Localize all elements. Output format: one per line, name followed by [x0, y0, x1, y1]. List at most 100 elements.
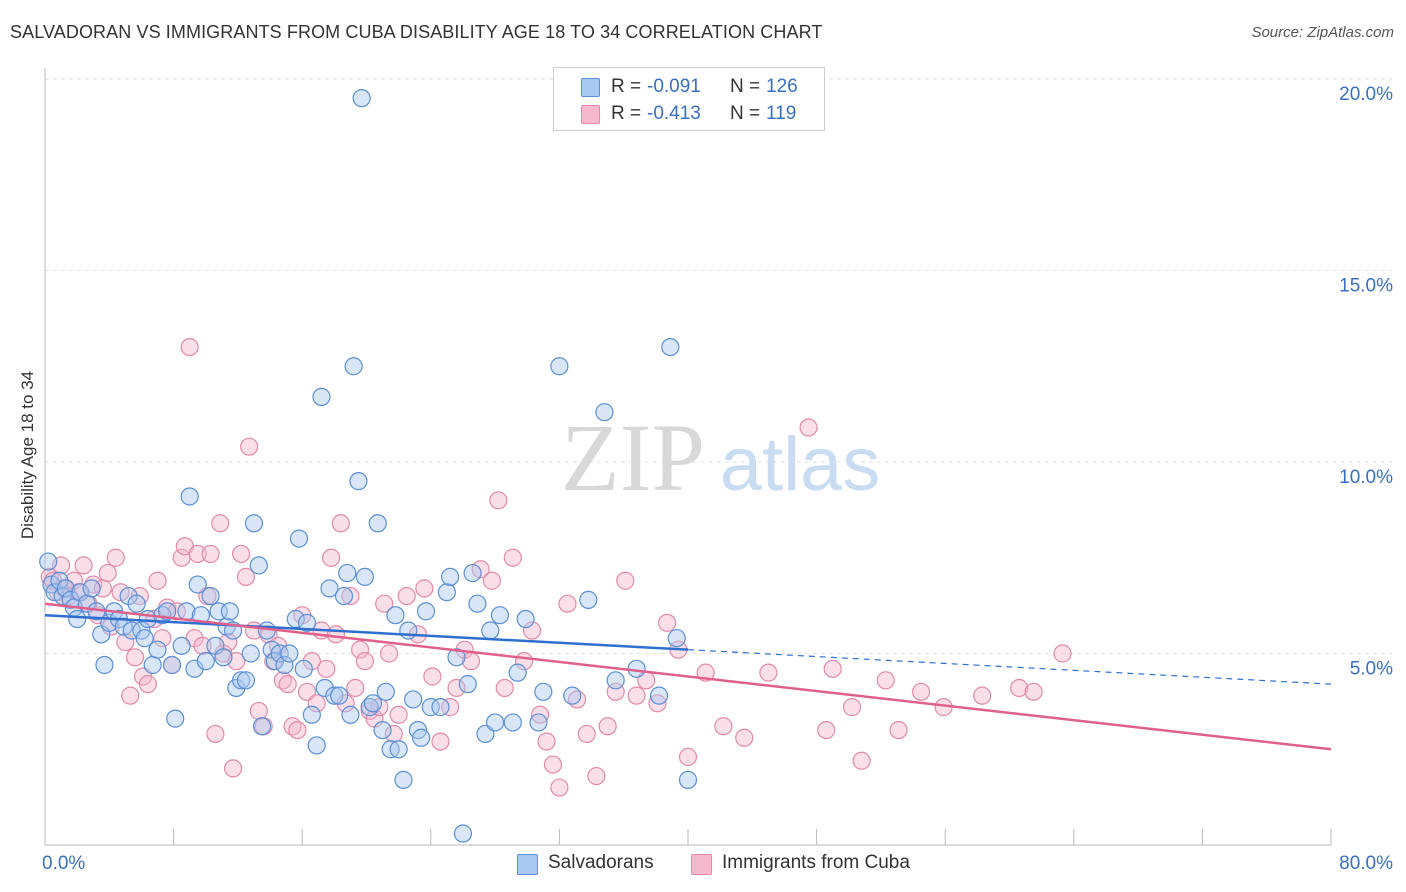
- data-point-salvadoran: [127, 594, 146, 613]
- data-point-cuba: [106, 548, 125, 567]
- legend-n-value: 126: [766, 76, 798, 97]
- y-axis-label: Disability Age 18 to 34: [18, 370, 37, 540]
- data-point-cuba: [201, 544, 220, 564]
- data-point-cuba: [1010, 678, 1029, 698]
- data-point-salvadoran: [404, 690, 423, 709]
- watermark-atlas: atlas: [720, 422, 881, 507]
- grid-lines: [45, 78, 1392, 654]
- data-point-cuba: [648, 694, 667, 713]
- legend-swatch-blue: [581, 78, 600, 97]
- data-point-salvadoran: [431, 698, 450, 717]
- data-point-cuba: [587, 766, 606, 786]
- data-point-salvadoran: [330, 686, 349, 705]
- trend-line-salvadorans: [44, 613, 689, 651]
- data-point-salvadoran: [468, 594, 487, 613]
- data-point-salvadoran: [196, 652, 215, 671]
- watermark: ZIP atlas: [561, 404, 880, 511]
- y-tick-label: 10.0%: [1339, 467, 1393, 488]
- data-point-salvadoran: [188, 575, 207, 594]
- data-point-salvadoran: [95, 655, 114, 675]
- legend-swatch-pink: [581, 105, 600, 124]
- data-point-salvadoran: [376, 682, 395, 701]
- data-point-salvadoran: [249, 556, 268, 575]
- data-point-cuba: [489, 491, 508, 510]
- data-point-cuba: [307, 694, 326, 713]
- data-point-salvadoran: [386, 606, 405, 625]
- data-point-salvadoran: [579, 590, 598, 609]
- data-point-cuba: [341, 586, 360, 606]
- data-point-cuba: [397, 586, 416, 606]
- data-point-cuba: [240, 437, 259, 456]
- data-point-cuba: [322, 548, 341, 567]
- data-point-salvadoran: [302, 705, 321, 724]
- data-point-salvadoran: [563, 686, 582, 705]
- data-point-cuba: [74, 556, 93, 575]
- data-point-salvadoran: [355, 567, 374, 587]
- data-point-salvadoran: [368, 514, 387, 533]
- data-point-salvadoran: [503, 713, 522, 732]
- data-point-salvadoran: [344, 357, 363, 376]
- data-point-salvadoran: [172, 636, 191, 655]
- data-point-salvadoran: [490, 606, 510, 625]
- data-point-cuba: [598, 717, 617, 736]
- data-point-salvadoran: [529, 713, 548, 732]
- data-point-cuba: [495, 678, 514, 698]
- data-point-cuba: [714, 717, 733, 736]
- data-point-cuba: [852, 751, 871, 770]
- data-point-cuba: [288, 720, 307, 740]
- data-point-salvadoran: [162, 655, 182, 675]
- y-tick-label: 5.0%: [1350, 659, 1393, 680]
- source-label: Source: ZipAtlas.com: [1251, 24, 1394, 41]
- data-point-salvadoran: [166, 709, 185, 728]
- data-point-cuba: [522, 621, 542, 640]
- data-point-salvadoran: [595, 403, 614, 422]
- data-point-salvadoran: [270, 644, 289, 663]
- data-point-salvadoran: [440, 567, 460, 587]
- data-point-cuba: [415, 579, 434, 598]
- tick-labels: 5.0% 10.0% 15.0% 20.0% 0.0% 80.0%: [42, 84, 1393, 874]
- data-point-cuba: [206, 724, 225, 744]
- data-point-cuba: [180, 338, 199, 357]
- data-point-salvadoran: [241, 644, 260, 663]
- data-point-cuba: [911, 682, 931, 701]
- data-point-salvadoran: [481, 621, 500, 640]
- legend-label: Immigrants from Cuba: [722, 852, 910, 873]
- data-point-cuba: [503, 548, 522, 567]
- data-point-cuba: [627, 686, 646, 705]
- data-point-salvadoran: [516, 609, 535, 629]
- data-point-salvadoran: [289, 529, 309, 548]
- data-point-cuba: [678, 747, 698, 767]
- data-point-salvadoran: [236, 671, 256, 690]
- x-tick-label: 0.0%: [42, 853, 85, 874]
- legend-n-value: 119: [766, 103, 797, 124]
- data-point-cuba: [249, 701, 268, 721]
- data-point-cuba: [148, 571, 167, 590]
- data-point-salvadoran: [312, 387, 331, 406]
- data-point-cuba: [823, 659, 842, 678]
- data-point-salvadoran: [437, 583, 456, 602]
- data-point-cuba: [223, 759, 243, 778]
- data-point-salvadoran: [661, 338, 680, 357]
- data-point-cuba: [616, 571, 635, 590]
- data-point-salvadoran: [244, 514, 264, 533]
- data-point-salvadoran: [320, 579, 339, 598]
- data-point-cuba: [121, 686, 140, 705]
- data-point-cuba: [431, 732, 450, 751]
- data-point-cuba: [346, 678, 365, 698]
- data-point-cuba: [153, 629, 172, 648]
- data-point-cuba: [232, 544, 251, 564]
- data-point-cuba: [326, 625, 346, 644]
- data-point-salvadoran: [294, 659, 313, 678]
- data-point-salvadoran: [252, 717, 272, 736]
- data-point-salvadoran: [352, 89, 371, 108]
- data-point-cuba: [236, 567, 256, 587]
- data-point-cuba: [550, 778, 569, 797]
- legend-n-label: N =: [730, 103, 761, 124]
- data-point-cuba: [658, 613, 677, 632]
- data-point-salvadoran: [338, 563, 357, 583]
- data-point-cuba: [317, 659, 336, 678]
- data-point-salvadoran: [280, 644, 299, 663]
- data-point-salvadoran: [349, 472, 368, 491]
- data-point-cuba: [1053, 644, 1072, 663]
- data-point-cuba: [379, 644, 399, 663]
